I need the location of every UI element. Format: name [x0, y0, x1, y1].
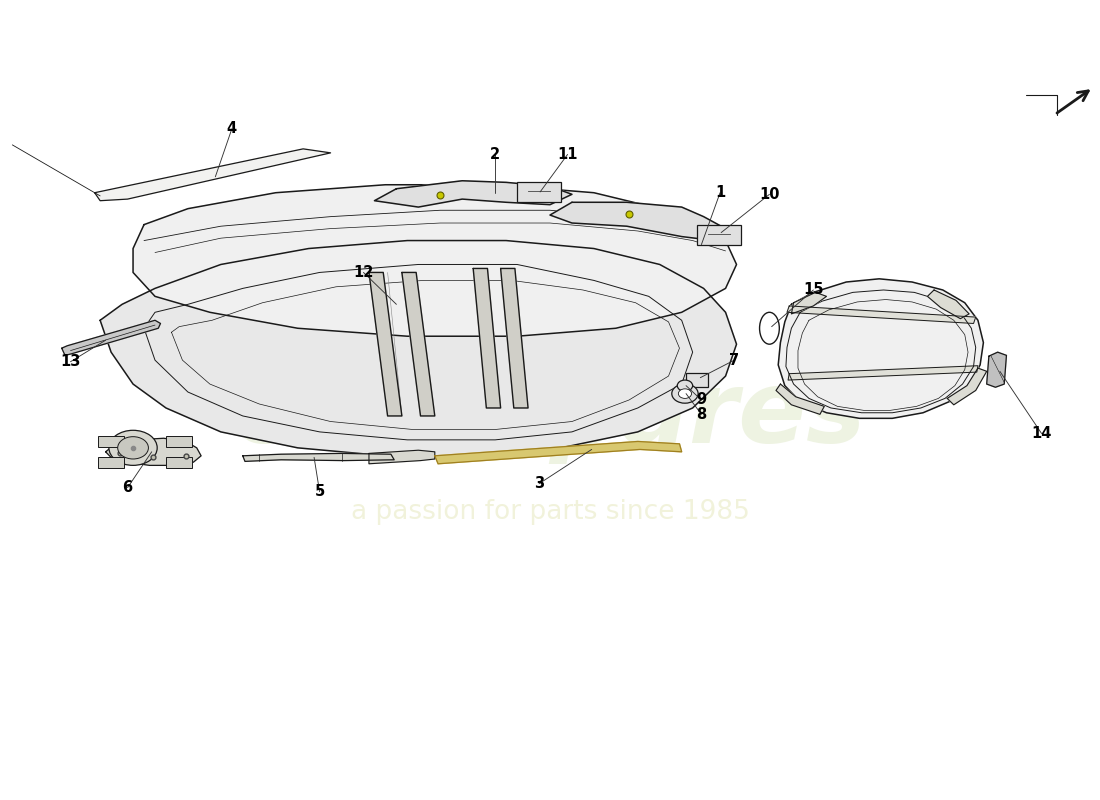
Circle shape: [672, 384, 698, 403]
Bar: [166, 457, 192, 468]
Text: 14: 14: [1032, 426, 1052, 441]
Polygon shape: [927, 290, 969, 318]
Polygon shape: [402, 273, 434, 416]
Polygon shape: [106, 438, 201, 466]
Polygon shape: [778, 279, 983, 418]
Polygon shape: [788, 366, 978, 380]
Polygon shape: [947, 368, 987, 405]
Polygon shape: [243, 454, 394, 462]
Bar: [98, 436, 124, 447]
Bar: [98, 457, 124, 468]
Circle shape: [109, 430, 157, 466]
Bar: [517, 182, 561, 202]
Text: 13: 13: [60, 354, 80, 370]
Polygon shape: [791, 292, 826, 314]
Text: 15: 15: [803, 282, 824, 298]
Text: eurospares: eurospares: [233, 367, 867, 465]
Circle shape: [118, 437, 148, 459]
Text: 12: 12: [353, 265, 374, 280]
Polygon shape: [776, 384, 824, 414]
Bar: [686, 373, 708, 387]
Polygon shape: [434, 442, 682, 464]
Polygon shape: [786, 306, 976, 323]
Text: 4: 4: [227, 122, 236, 137]
Text: 10: 10: [759, 187, 780, 202]
Bar: [166, 436, 192, 447]
Text: 7: 7: [729, 353, 739, 368]
Polygon shape: [500, 269, 528, 408]
Circle shape: [679, 389, 692, 398]
Polygon shape: [133, 185, 737, 336]
Text: 6: 6: [122, 480, 133, 495]
Text: 11: 11: [558, 147, 578, 162]
Polygon shape: [368, 450, 434, 464]
Text: 8: 8: [696, 407, 706, 422]
Polygon shape: [374, 181, 572, 207]
Text: 1: 1: [715, 186, 725, 200]
Polygon shape: [100, 241, 737, 456]
Polygon shape: [95, 149, 331, 201]
Polygon shape: [987, 352, 1007, 387]
Text: 9: 9: [696, 393, 706, 407]
Text: a passion for parts since 1985: a passion for parts since 1985: [351, 498, 749, 525]
Text: 2: 2: [491, 147, 501, 162]
Text: 5: 5: [315, 484, 324, 499]
Polygon shape: [62, 320, 161, 355]
Polygon shape: [473, 269, 500, 408]
Polygon shape: [550, 202, 726, 241]
Circle shape: [678, 380, 693, 391]
Bar: [697, 225, 741, 246]
Text: 3: 3: [534, 476, 544, 491]
Polygon shape: [368, 273, 402, 416]
